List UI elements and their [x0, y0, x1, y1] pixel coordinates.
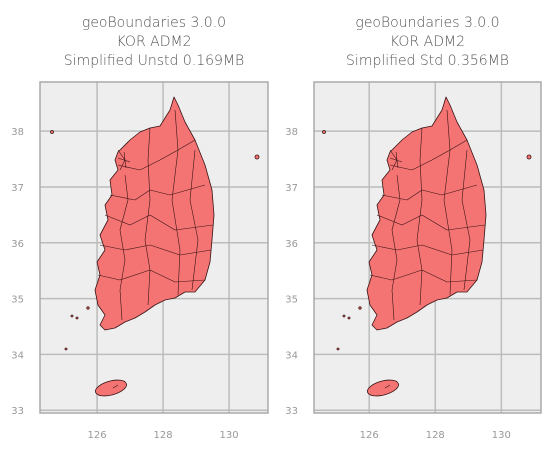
axes-frame: [39, 81, 269, 414]
x-tick-label: 128: [154, 430, 173, 441]
x-tick-label: 126: [88, 430, 107, 441]
chart-title: KOR ADM2: [390, 34, 465, 50]
chart-title: geoBoundaries 3.0.0: [355, 15, 499, 31]
y-tick-label: 38: [285, 127, 298, 138]
x-tick-label: 130: [492, 430, 511, 441]
axes-frame: [313, 81, 542, 414]
y-tick-label: 38: [11, 127, 24, 138]
x-tick-label: 126: [360, 430, 379, 441]
y-tick-label: 34: [285, 350, 298, 361]
y-tick-label: 36: [11, 239, 24, 250]
chart-title: Simplified Unstd 0.169MB: [64, 53, 244, 69]
y-tick-label: 37: [11, 183, 24, 194]
y-tick-label: 35: [285, 295, 298, 306]
x-tick-label: 128: [426, 430, 445, 441]
y-tick-label: 33: [285, 406, 298, 417]
chart-title: Simplified Std 0.356MB: [346, 53, 509, 69]
y-tick-label: 36: [285, 239, 298, 250]
chart-title: geoBoundaries 3.0.0: [82, 15, 226, 31]
panel-right: 126 128 130 33 34 35 36 37 38 geoBoundaries 3.0.0…: [285, 15, 542, 441]
y-tick-label: 34: [11, 350, 24, 361]
chart-title: KOR ADM2: [117, 34, 192, 50]
panel-left: 126 128 130 33 34 35 36 37 38 geoBoundaries 3.0.0…: [11, 15, 269, 441]
y-tick-label: 37: [285, 183, 298, 194]
x-tick-label: 130: [220, 430, 239, 441]
y-tick-label: 35: [11, 295, 24, 306]
y-tick-label: 33: [11, 406, 24, 417]
